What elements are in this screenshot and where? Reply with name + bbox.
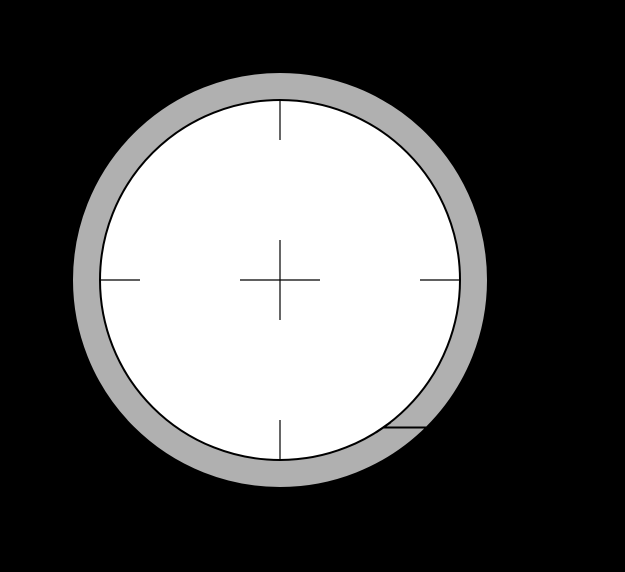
dimension-inner-label: d — [560, 426, 574, 456]
dimension-outer-label: D — [560, 246, 579, 276]
diagram-canvas: D d — [0, 0, 625, 572]
